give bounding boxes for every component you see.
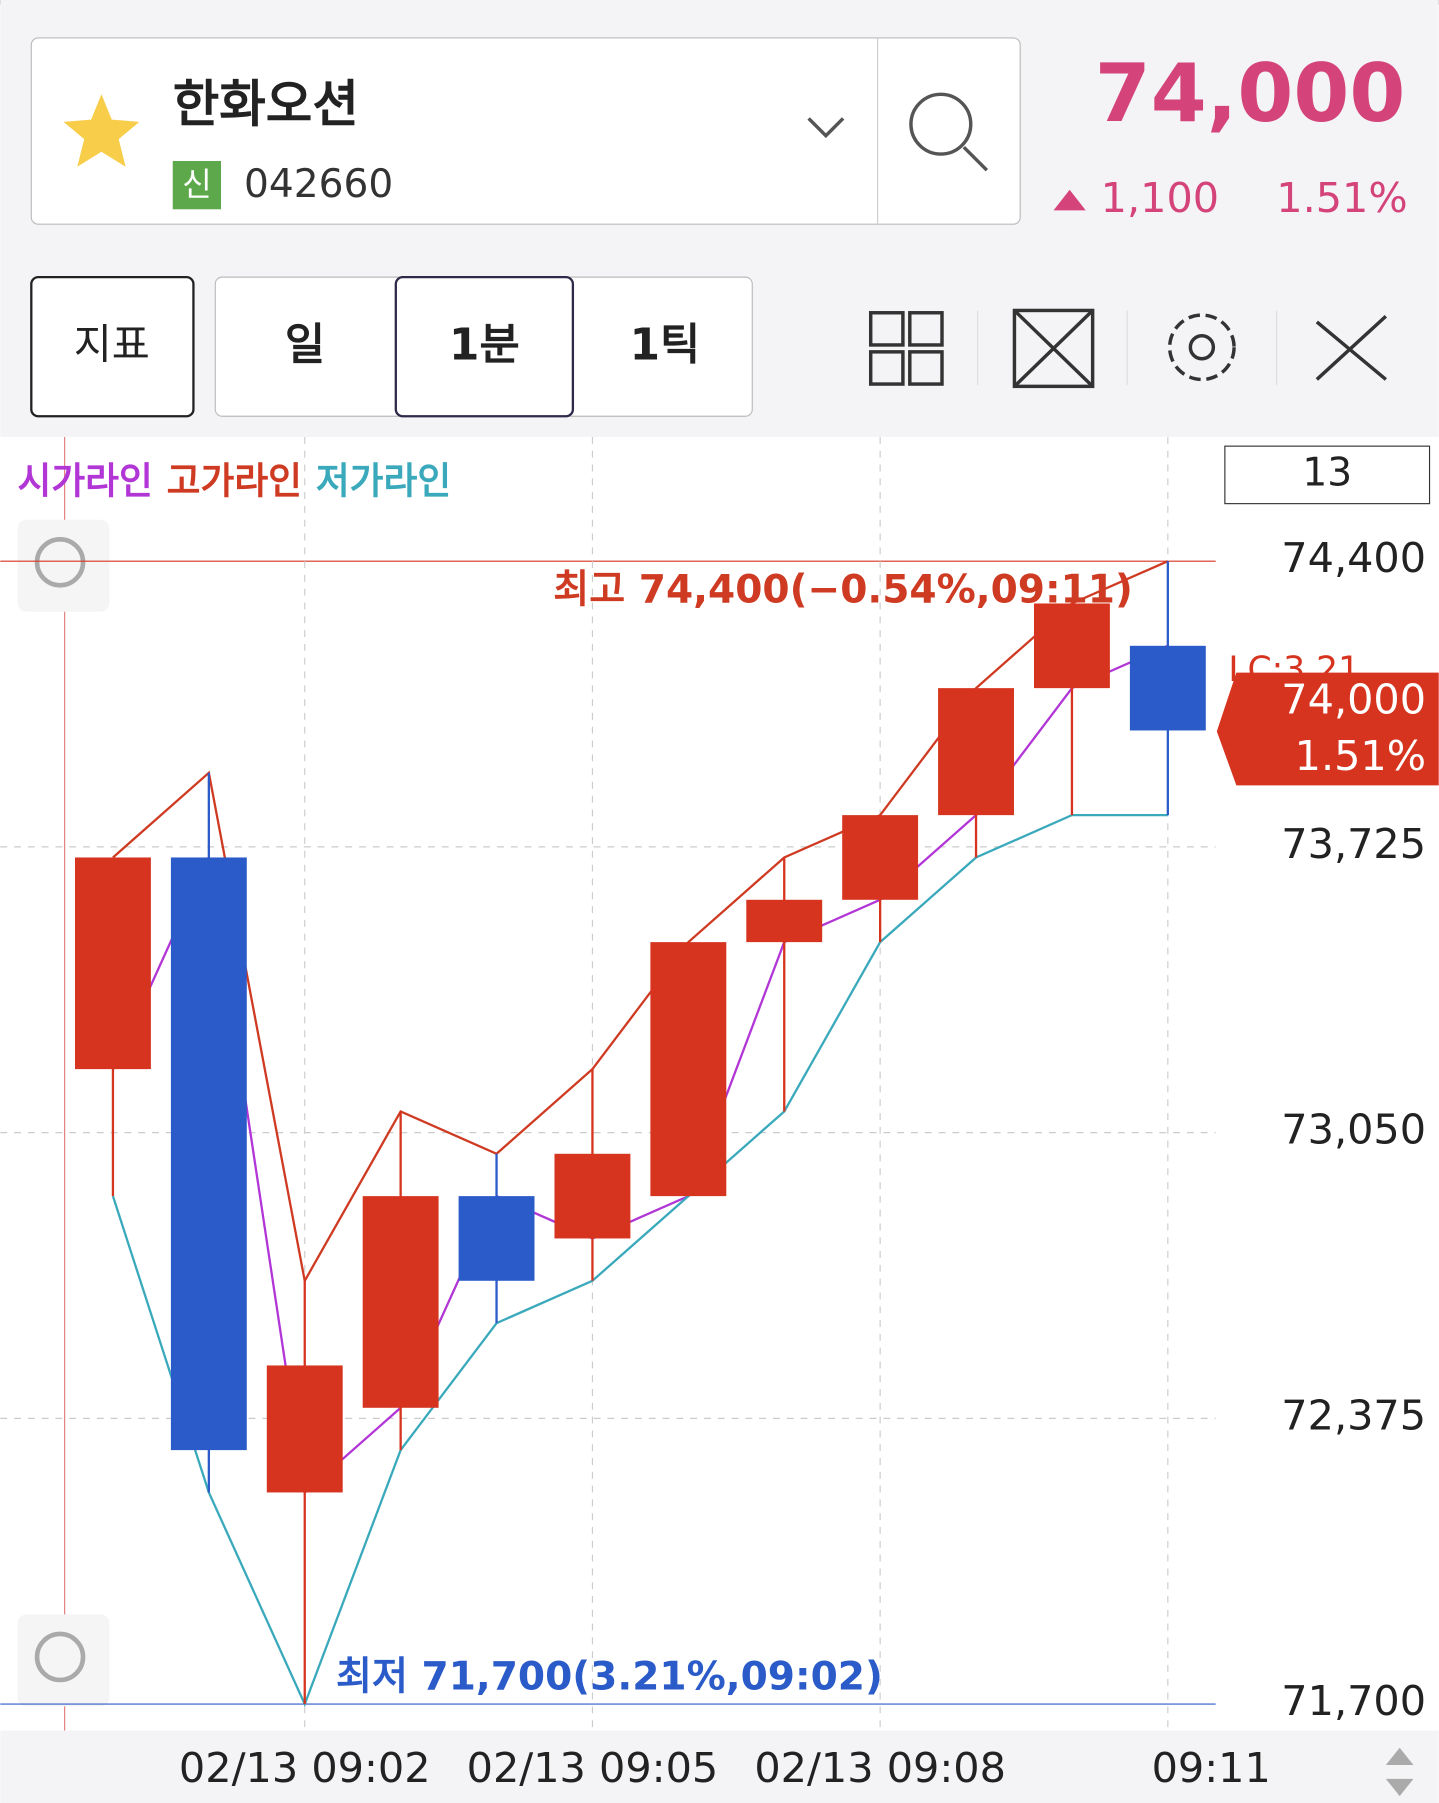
settings-icon[interactable] xyxy=(1167,313,1236,382)
candle-body xyxy=(1033,603,1110,689)
y-tick-label: 73,050 xyxy=(1281,1106,1426,1154)
toolbar-dividers xyxy=(977,310,1278,386)
tools-icon xyxy=(1315,314,1388,381)
price-tag-value: 74,000 xyxy=(1281,676,1426,724)
period-selected[interactable] xyxy=(394,275,575,418)
price-tag xyxy=(1216,672,1439,786)
zoom-in[interactable] xyxy=(34,536,86,588)
candle-body xyxy=(74,857,151,1070)
day-button[interactable]: 일 xyxy=(285,319,325,370)
stock-name: 한화오션 xyxy=(173,75,359,134)
candle-body xyxy=(650,942,727,1197)
y-tick-label: 71,700 xyxy=(1281,1677,1426,1725)
count-label: 13 xyxy=(1302,450,1352,495)
layout-icon xyxy=(908,350,944,386)
scroll-up[interactable] xyxy=(1385,1747,1414,1766)
change: 1,100 xyxy=(1101,174,1219,222)
x-tick-label: 02/13 09:08 xyxy=(754,1744,1006,1792)
y-tick-label: 74,400 xyxy=(1281,534,1426,582)
x-tick-label: 02/13 09:05 xyxy=(467,1744,719,1792)
layout-icon xyxy=(908,311,944,347)
star-icon[interactable] xyxy=(63,94,140,167)
count-box xyxy=(1224,445,1431,505)
indicator-button[interactable] xyxy=(30,275,195,418)
layout-icon[interactable] xyxy=(868,311,905,347)
tick-button[interactable]: 1틱 xyxy=(630,319,701,370)
candle-body xyxy=(170,857,247,1451)
up-triangle xyxy=(1053,189,1086,211)
candle-body xyxy=(746,899,823,943)
zoom-in-bg xyxy=(17,519,110,612)
y-tick-label: 73,725 xyxy=(1281,820,1426,868)
low-line xyxy=(111,813,1168,1708)
high-annotation: 최고 74,400(−0.54%,09:11) xyxy=(553,568,1133,613)
y-tick-label: 72,375 xyxy=(1281,1391,1426,1439)
badge: 신 xyxy=(182,165,212,203)
minute-button[interactable]: 1분 xyxy=(449,319,520,370)
indicator-label: 지표 xyxy=(74,320,150,368)
candle-body xyxy=(554,1153,631,1239)
candle-body xyxy=(842,815,919,900)
price: 74,000 xyxy=(1095,46,1406,140)
stock-code: 042660 xyxy=(244,162,393,207)
candle-body xyxy=(266,1365,343,1493)
expand-icon[interactable] xyxy=(1012,308,1095,389)
settings-icon xyxy=(1188,334,1216,361)
x-tick-label: 02/13 09:02 xyxy=(179,1744,431,1792)
high-line xyxy=(112,560,1169,1285)
low-annotation: 최저 71,700(3.21%,09:02) xyxy=(336,1654,883,1699)
candle-body xyxy=(458,1196,535,1281)
x-tick-label: 09:11 xyxy=(1152,1744,1271,1792)
tool-icons xyxy=(868,308,1388,389)
zoom-out[interactable] xyxy=(34,1631,86,1683)
search-handle xyxy=(962,145,989,172)
price-tag-rate: 1.51% xyxy=(1295,732,1426,780)
zoom-out-bg xyxy=(17,1614,110,1707)
legend-entry: 고가라인 xyxy=(167,459,302,502)
x-axis-bg xyxy=(0,1730,1439,1803)
stock-box[interactable] xyxy=(30,37,1021,225)
expand-icon xyxy=(1013,309,1094,388)
dropdown-icon[interactable] xyxy=(807,117,845,139)
rate: 1.51% xyxy=(1276,174,1407,222)
layout-icon xyxy=(868,350,905,386)
legend-entry: 시가라인 xyxy=(18,459,153,502)
search-icon[interactable] xyxy=(909,92,973,156)
tools-icon[interactable] xyxy=(1315,320,1387,381)
scroll-down[interactable] xyxy=(1385,1778,1414,1797)
badge-bg xyxy=(172,160,222,210)
legend-entry: 저가라인 xyxy=(316,459,451,502)
candle-body xyxy=(938,688,1014,816)
candle-body xyxy=(362,1196,439,1408)
candle-body xyxy=(1129,645,1206,731)
